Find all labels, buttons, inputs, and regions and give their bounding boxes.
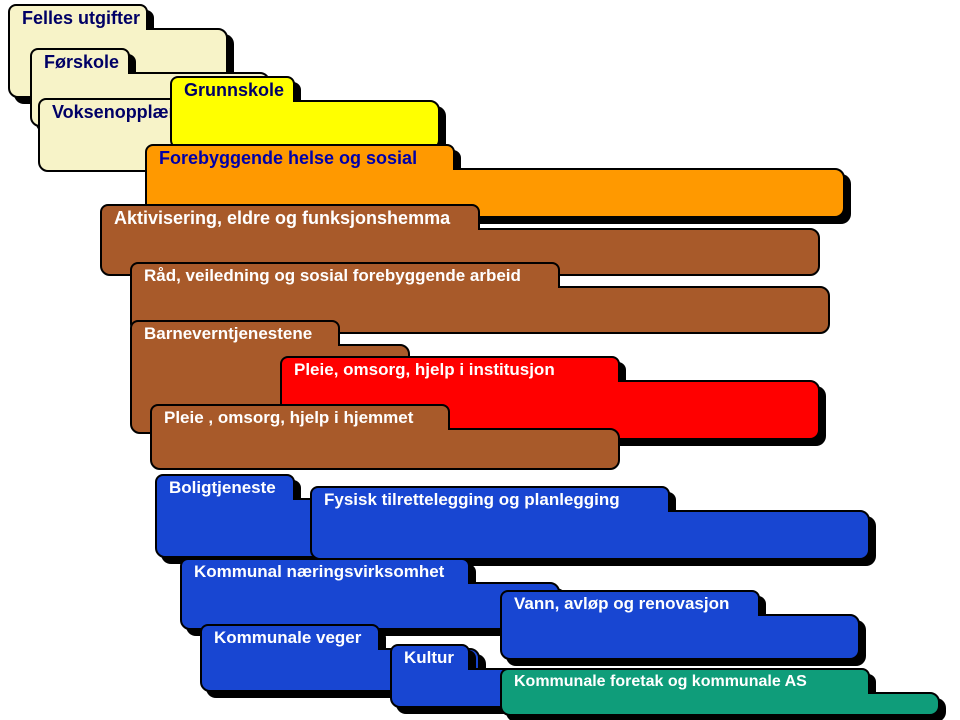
folder-label: Felles utgifter bbox=[22, 8, 140, 29]
folder-label: Pleie , omsorg, hjelp i hjemmet bbox=[164, 408, 413, 428]
folder-label: Grunnskole bbox=[184, 80, 284, 101]
folder-tab: Førskole bbox=[30, 48, 130, 74]
folder-tab: Pleie , omsorg, hjelp i hjemmet bbox=[150, 404, 450, 430]
folder-label: Fysisk tilrettelegging og planlegging bbox=[324, 490, 620, 510]
folder-tab: Fysisk tilrettelegging og planlegging bbox=[310, 486, 670, 512]
folder-label: Kommunal næringsvirksomhet bbox=[194, 562, 444, 582]
folder-label: Førskole bbox=[44, 52, 119, 73]
folder-tab: Aktivisering, eldre og funksjonshemma bbox=[100, 204, 480, 230]
folder-tab: Kultur bbox=[390, 644, 470, 670]
folder-tab: Kommunal næringsvirksomhet bbox=[180, 558, 470, 584]
folder-omsorg-hjem: Pleie , omsorg, hjelp i hjemmet bbox=[150, 428, 620, 470]
folder-vann: Vann, avløp og renovasjon bbox=[500, 614, 860, 660]
folder-label: Kultur bbox=[404, 648, 454, 668]
folder-label: Råd, veiledning og sosial forebyggende a… bbox=[144, 266, 521, 286]
folder-label: Pleie, omsorg, hjelp i institusjon bbox=[294, 360, 555, 380]
folder-tab: Pleie, omsorg, hjelp i institusjon bbox=[280, 356, 620, 382]
folder-tab: Forebyggende helse og sosial bbox=[145, 144, 455, 170]
folder-tab: Vann, avløp og renovasjon bbox=[500, 590, 760, 616]
folder-label: Aktivisering, eldre og funksjonshemma bbox=[114, 208, 450, 229]
diagram-stage: Felles utgifterFørskoleVoksenopplæringGr… bbox=[0, 0, 960, 720]
folder-label: Kommunale veger bbox=[214, 628, 361, 648]
folder-tab: Kommunale veger bbox=[200, 624, 380, 650]
folder-label: Barneverntjenestene bbox=[144, 324, 312, 344]
folder-tab: Råd, veiledning og sosial forebyggende a… bbox=[130, 262, 560, 288]
folder-foretak: Kommunale foretak og kommunale AS bbox=[500, 692, 940, 716]
folder-grunnskole: Grunnskole bbox=[170, 100, 440, 150]
folder-fysisk: Fysisk tilrettelegging og planlegging bbox=[310, 510, 870, 560]
folder-label: Vann, avløp og renovasjon bbox=[514, 594, 729, 614]
folder-tab: Felles utgifter bbox=[8, 4, 148, 30]
folder-tab: Grunnskole bbox=[170, 76, 295, 102]
folder-label: Kommunale foretak og kommunale AS bbox=[514, 673, 807, 691]
folder-label: Forebyggende helse og sosial bbox=[159, 148, 417, 169]
folder-label: Boligtjeneste bbox=[169, 478, 276, 498]
folder-tab: Barneverntjenestene bbox=[130, 320, 340, 346]
folder-tab: Kommunale foretak og kommunale AS bbox=[500, 668, 870, 694]
folder-tab: Boligtjeneste bbox=[155, 474, 295, 500]
